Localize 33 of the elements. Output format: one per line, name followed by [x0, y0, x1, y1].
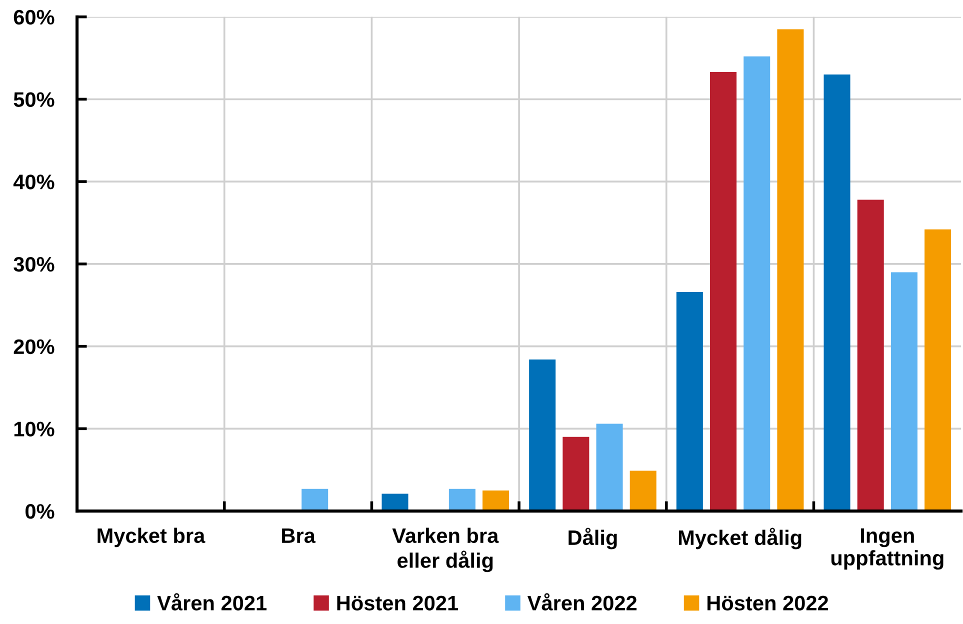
bar — [890, 272, 918, 512]
bar — [824, 74, 850, 512]
bar — [710, 72, 737, 512]
bar — [596, 424, 623, 512]
legend-label: Våren 2021 — [157, 593, 267, 610]
y-tick-label: 50% — [14, 92, 54, 107]
bar — [302, 488, 328, 512]
legend-label: Hösten 2022 — [708, 596, 828, 610]
bar — [924, 229, 952, 512]
bar — [777, 29, 804, 512]
y-tick-label: 0% — [26, 504, 54, 519]
x-tick-label: Dålig — [568, 528, 617, 550]
y-tick-label: 10% — [14, 422, 54, 436]
bar — [857, 200, 884, 512]
bar — [529, 360, 556, 512]
y-tick-label: 30% — [14, 256, 54, 272]
y-tick-label: 60% — [14, 10, 54, 25]
x-tick-label: Mycket bra — [98, 528, 206, 548]
bar — [448, 488, 476, 512]
bar — [562, 436, 590, 512]
x-tick-label: Ingen uppfattning — [831, 528, 944, 570]
bar — [382, 494, 408, 512]
x-tick-label: Varken bra eller dålig — [392, 528, 499, 572]
legend-label: Hösten 2021 — [337, 596, 458, 610]
y-tick-label: 20% — [14, 339, 54, 354]
x-tick-label: Mycket dålig — [678, 528, 802, 550]
legend-label: Våren 2022 — [527, 593, 637, 610]
bar — [744, 56, 770, 512]
x-tick-label: Bra — [282, 528, 316, 544]
y-tick-label: 40% — [13, 174, 54, 190]
bar — [676, 292, 703, 512]
bar — [630, 470, 656, 512]
bar — [482, 490, 510, 512]
